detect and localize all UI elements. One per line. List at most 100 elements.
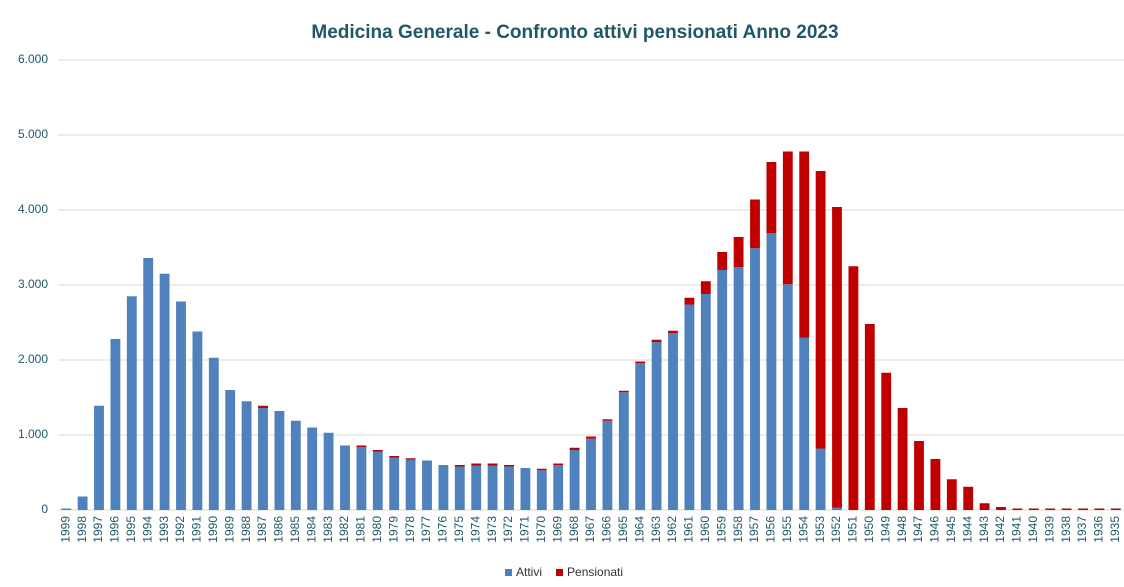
x-tick-label: 1997 — [91, 516, 105, 543]
bar-segment — [946, 479, 957, 510]
bar-segment — [864, 324, 875, 510]
x-tick-label: 1988 — [239, 516, 253, 543]
x-tick-label: 1938 — [1059, 516, 1073, 543]
x-tick-label: 1951 — [846, 516, 860, 543]
bar-segment — [536, 468, 547, 471]
bar-segment — [618, 392, 629, 510]
bar-segment — [668, 330, 678, 333]
bar-segment — [356, 445, 367, 447]
x-tick-label: 1993 — [157, 516, 171, 543]
bar-segment — [651, 342, 662, 510]
x-tick-label: 1971 — [518, 516, 532, 543]
bar-segment — [77, 496, 88, 510]
chart-title: Medicina Generale - Confronto attivi pen… — [311, 22, 838, 43]
bar-segment — [389, 457, 400, 510]
bar-segment — [274, 411, 285, 510]
bar-segment — [750, 248, 760, 510]
bar-segment — [471, 463, 482, 466]
x-tick-label: 1943 — [977, 516, 991, 543]
x-tick-label: 1991 — [190, 516, 204, 543]
bar-segment — [290, 420, 301, 510]
x-tick-label: 1937 — [1075, 516, 1089, 543]
bar-segment — [602, 420, 613, 510]
x-tick-label: 1972 — [501, 516, 515, 543]
bar-segment — [553, 465, 564, 510]
bar-segment — [635, 361, 646, 363]
x-tick-label: 1967 — [583, 516, 597, 543]
bar-segment — [487, 463, 498, 466]
bar-segment — [930, 459, 941, 510]
x-tick-label: 1984 — [304, 516, 318, 543]
bar-segment — [881, 372, 892, 510]
bar-segment — [176, 301, 186, 510]
bar-segment — [323, 432, 334, 510]
x-tick-label: 1952 — [829, 516, 843, 543]
bar-segment — [520, 468, 531, 510]
legend-label: Pensionati — [567, 565, 623, 579]
x-tick-label: 1961 — [682, 516, 696, 543]
bar-segment — [94, 405, 104, 510]
bar-segment — [700, 294, 711, 510]
bar-segment — [307, 427, 318, 510]
x-tick-label: 1965 — [616, 516, 630, 543]
bar-segment — [832, 507, 842, 510]
y-tick-label: 1.000 — [18, 427, 48, 441]
x-tick-label: 1945 — [944, 516, 958, 543]
bar-segment — [717, 270, 728, 510]
y-tick-label: 2.000 — [18, 352, 48, 366]
x-tick-label: 1947 — [911, 516, 925, 543]
x-tick-label: 1962 — [665, 516, 679, 543]
legend-swatch — [505, 569, 512, 576]
bar-segment — [1028, 508, 1039, 510]
bar-segment — [110, 339, 121, 510]
bar-segment — [586, 438, 596, 510]
x-tick-label: 1996 — [108, 516, 122, 543]
bar-segment — [602, 419, 613, 421]
bar-segment — [569, 447, 580, 450]
bar-segment — [405, 459, 416, 510]
bar-segment — [504, 466, 514, 510]
bar-segment — [733, 267, 744, 510]
x-tick-label: 1966 — [600, 516, 614, 543]
bar-segment — [471, 465, 482, 510]
x-tick-label: 1970 — [534, 516, 548, 543]
bar-segment — [733, 237, 744, 267]
x-tick-label: 1987 — [255, 516, 269, 543]
x-tick-label: 1948 — [895, 516, 909, 543]
bar-segment — [717, 252, 728, 270]
x-tick-label: 1976 — [436, 516, 450, 543]
bar-segment — [61, 508, 72, 510]
x-tick-label: 1935 — [1108, 516, 1122, 543]
bar-segment — [832, 207, 842, 508]
x-tick-label: 1950 — [862, 516, 876, 543]
bar-segment — [897, 408, 908, 510]
x-tick-label: 1946 — [928, 516, 942, 543]
x-tick-label: 1964 — [632, 516, 646, 543]
bar-segment — [208, 357, 219, 510]
bar-segment — [750, 199, 760, 249]
bar-segment — [454, 465, 465, 467]
bar-segment — [569, 450, 580, 510]
x-tick-label: 1957 — [747, 516, 761, 543]
y-tick-label: 6.000 — [18, 52, 48, 66]
x-tick-label: 1990 — [206, 516, 220, 543]
bar-segment — [1061, 508, 1072, 510]
bar-segment — [815, 448, 826, 510]
x-tick-label: 1989 — [222, 516, 236, 543]
bar-segment — [586, 436, 596, 439]
bar-segment — [372, 451, 383, 510]
x-tick-label: 1955 — [780, 516, 794, 543]
bar-segment — [684, 304, 695, 510]
x-tick-label: 1992 — [173, 516, 187, 543]
bar-segment — [799, 151, 810, 338]
bar-segment — [258, 405, 268, 408]
x-tick-label: 1969 — [550, 516, 564, 543]
bar-segment — [1078, 508, 1088, 510]
bar-segment — [504, 465, 514, 467]
bar-segment — [815, 171, 826, 449]
bar-segment — [635, 363, 646, 510]
legend-label: Attivi — [516, 565, 542, 579]
bar-segment — [126, 296, 137, 510]
x-tick-label: 1986 — [272, 516, 286, 543]
bar-segment — [766, 233, 777, 510]
